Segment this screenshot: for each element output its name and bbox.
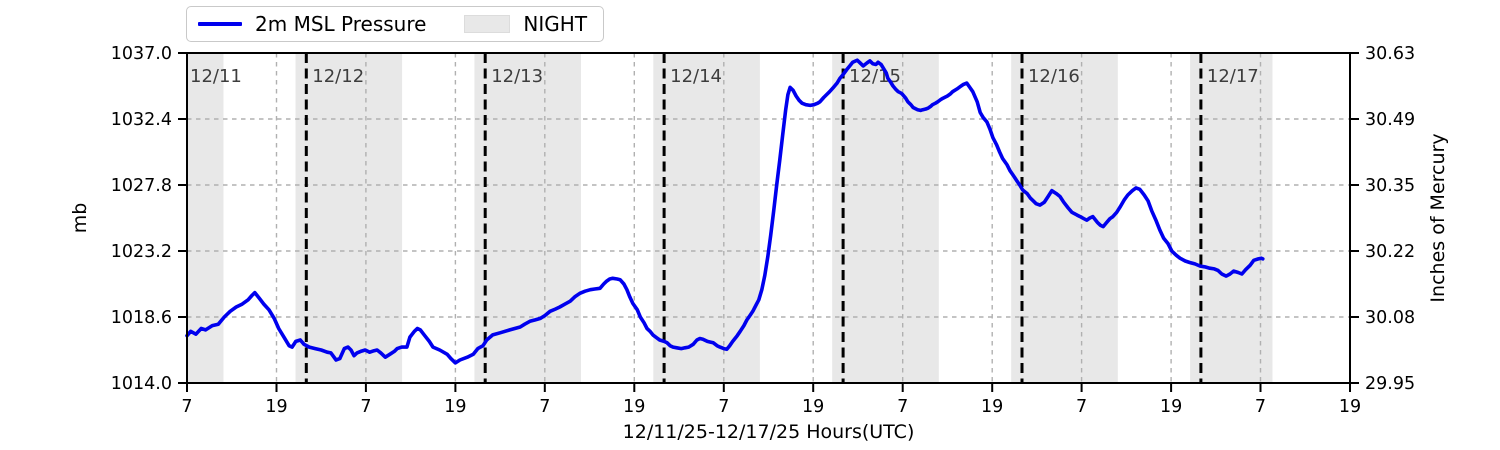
night-band (1190, 53, 1273, 383)
date-label: 12/11 (190, 66, 242, 87)
y-axis-label-left: mb (69, 203, 91, 234)
x-tick-label: 7 (1076, 397, 1087, 417)
y-tick-label-right: 30.49 (1365, 110, 1415, 130)
gridlines (187, 53, 1350, 383)
date-label: 12/17 (1207, 66, 1259, 87)
y-tick-label-right: 29.95 (1365, 374, 1415, 394)
y-tick-label-left: 1014.0 (111, 374, 172, 394)
axes-border (186, 52, 1351, 384)
x-tick-label: 19 (623, 397, 645, 417)
y-tick-label-right: 30.35 (1365, 176, 1415, 196)
pressure-line (185, 58, 1265, 365)
date-label: 12/13 (491, 66, 543, 87)
y-axis-label-right: Inches of Mercury (1427, 133, 1449, 302)
x-tick-label: 7 (360, 397, 371, 417)
legend-label-pressure: 2m MSL Pressure (255, 12, 427, 36)
x-tick-label: 19 (981, 397, 1003, 417)
pressure-line-swatch-icon (198, 22, 242, 26)
x-tick-label: 19 (1339, 397, 1361, 417)
y-tick-label-left: 1032.4 (111, 110, 172, 130)
date-label: 12/15 (849, 66, 901, 87)
night-band (295, 53, 403, 383)
date-label: 12/16 (1028, 66, 1080, 87)
y-tick-label-left: 1037.0 (111, 44, 172, 64)
y-tick-label-left: 1023.2 (111, 242, 172, 262)
date-label: 12/12 (312, 66, 364, 87)
night-band (1011, 53, 1118, 383)
night-band (832, 53, 939, 383)
y-tick-label-right: 30.63 (1365, 44, 1415, 64)
axis-titles: mb Inches of Mercury 12/11/25-12/17/25 Hou… (69, 133, 1449, 443)
night-band (653, 53, 760, 383)
x-tick-label: 19 (1160, 397, 1182, 417)
x-tick-label: 7 (897, 397, 908, 417)
x-tick-label: 7 (181, 397, 192, 417)
date-labels: 12/11 12/12 12/13 12/14 12/15 12/16 12/17 (190, 66, 1259, 87)
pressure-series (185, 58, 1265, 365)
y-tick-label-left: 1027.8 (111, 176, 172, 196)
x-tick-label: 19 (444, 397, 466, 417)
date-label: 12/14 (670, 66, 722, 87)
legend-label-night: NIGHT (523, 12, 588, 36)
y-tick-label-right: 30.08 (1365, 308, 1415, 328)
night-patch-swatch-icon (464, 15, 511, 33)
x-tick-label: 19 (802, 397, 824, 417)
x-axis-label: 12/11/25-12/17/25 Hours(UTC) (623, 421, 915, 443)
x-tick-label: 7 (718, 397, 729, 417)
y-tick-label-left: 1018.6 (111, 308, 172, 328)
night-bands (187, 53, 1273, 383)
x-tick-label: 7 (1255, 397, 1266, 417)
axis-ticks: 7 19 7 19 7 19 7 19 7 19 7 19 7 19 1014.0 1018.6 1023.2 1… (111, 44, 1415, 417)
y-tick-label-right: 30.22 (1365, 242, 1415, 262)
day-boundary-lines (304, 53, 1203, 383)
night-band (474, 53, 581, 383)
x-tick-label: 19 (265, 397, 287, 417)
legend: 2m MSL Pressure NIGHT (186, 6, 605, 42)
x-tick-label: 7 (539, 397, 550, 417)
